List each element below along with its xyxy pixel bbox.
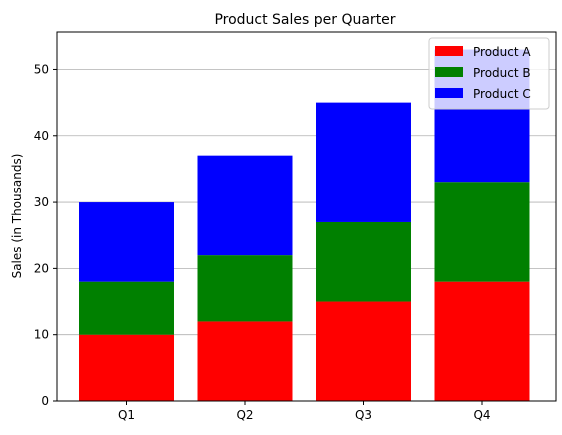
bar-product-a-q1 [79, 334, 174, 401]
y-tick-label: 0 [41, 394, 49, 408]
y-tick-label: 30 [34, 195, 49, 209]
y-tick-label: 20 [34, 261, 49, 275]
bar-product-c-q3 [316, 102, 411, 222]
y-axis: 0 10 20 30 40 50 [34, 62, 57, 408]
y-axis-label: Sales (in Thousands) [10, 154, 24, 279]
chart-title: Product Sales per Quarter [214, 12, 395, 28]
x-tick-label: Q1 [118, 408, 135, 422]
legend-swatch [435, 88, 463, 98]
bar-product-a-q3 [316, 301, 411, 401]
legend-swatch [435, 46, 463, 56]
legend-label: Product C [473, 87, 531, 101]
legend-swatch [435, 67, 463, 77]
bar-product-a-q2 [197, 321, 293, 401]
y-tick-label: 40 [34, 129, 49, 143]
y-tick-label: 50 [34, 62, 49, 76]
plot-frame [56, 31, 557, 402]
bar-product-b-q3 [316, 221, 411, 302]
bar-product-c-q1 [79, 202, 174, 282]
legend-label: Product A [473, 45, 531, 59]
x-tick-label: Q4 [473, 408, 490, 422]
x-axis: Q1 Q2 Q3 Q4 [118, 401, 491, 422]
bars [79, 49, 530, 401]
bar-product-b-q2 [197, 255, 293, 322]
bar-product-a-q4 [434, 281, 530, 401]
bar-product-b-q1 [79, 281, 174, 335]
legend-label: Product B [473, 66, 531, 80]
x-tick-label: Q2 [236, 408, 253, 422]
bar-product-b-q4 [434, 182, 530, 282]
y-tick-label: 10 [34, 328, 49, 342]
legend: Product A Product B Product C [428, 37, 550, 110]
bar-product-c-q2 [197, 155, 293, 256]
x-tick-label: Q3 [355, 408, 372, 422]
